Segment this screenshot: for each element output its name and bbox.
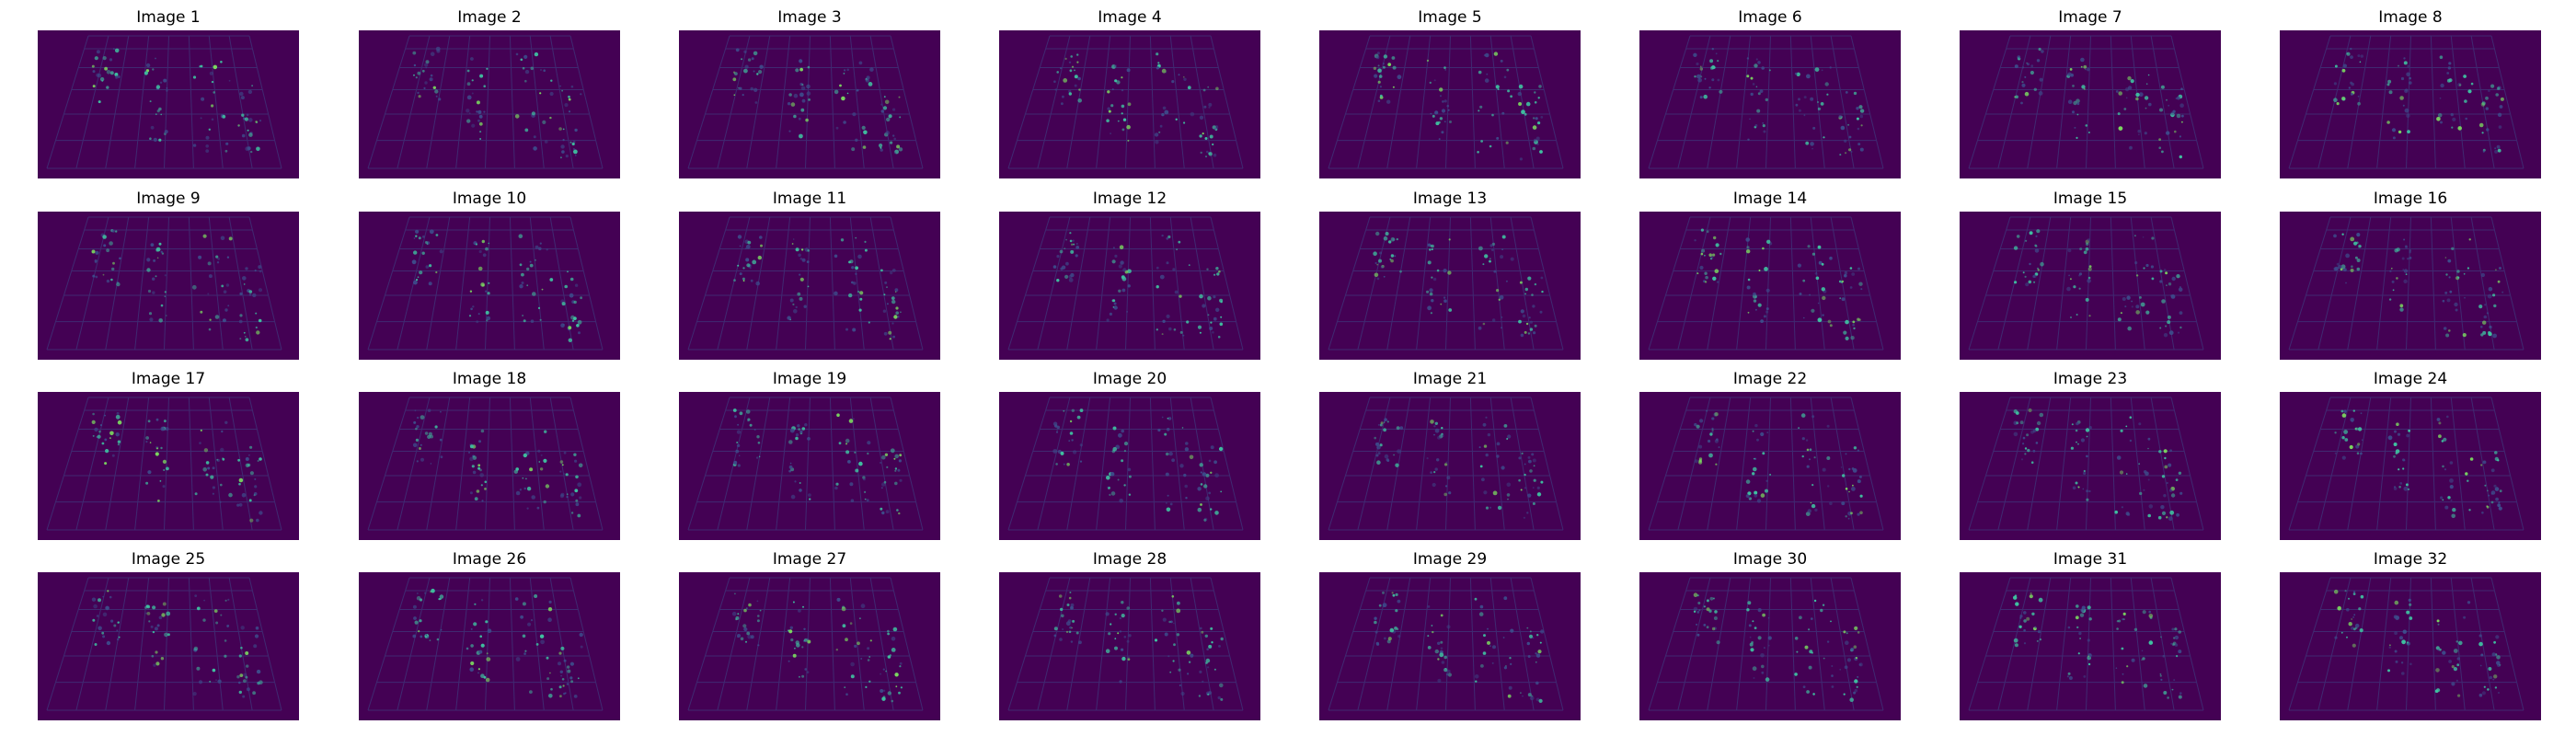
image-cell: Image 26 bbox=[359, 549, 620, 724]
heatmap-image bbox=[1319, 572, 1581, 720]
image-cell: Image 13 bbox=[1319, 189, 1581, 363]
heatmap-image bbox=[359, 572, 620, 720]
image-title: Image 21 bbox=[1412, 370, 1488, 388]
heatmap-image bbox=[679, 212, 940, 360]
heatmap-image bbox=[1960, 30, 2221, 178]
image-title: Image 25 bbox=[131, 550, 206, 569]
image-title: Image 13 bbox=[1412, 190, 1488, 208]
image-cell: Image 18 bbox=[359, 369, 620, 544]
heatmap-image bbox=[1960, 212, 2221, 360]
image-title: Image 17 bbox=[131, 370, 206, 388]
heatmap-image bbox=[679, 30, 940, 178]
image-title: Image 10 bbox=[452, 190, 527, 208]
heatmap-image bbox=[38, 212, 299, 360]
heatmap-image bbox=[999, 212, 1260, 360]
heatmap-image bbox=[1960, 392, 2221, 540]
heatmap-image bbox=[1319, 392, 1581, 540]
heatmap-image bbox=[1319, 212, 1581, 360]
image-cell: Image 28 bbox=[999, 549, 1260, 724]
image-cell: Image 4 bbox=[999, 7, 1260, 182]
heatmap-image bbox=[359, 212, 620, 360]
image-cell: Image 9 bbox=[38, 189, 299, 363]
image-cell: Image 11 bbox=[679, 189, 940, 363]
image-cell: Image 25 bbox=[38, 549, 299, 724]
image-title: Image 11 bbox=[772, 190, 847, 208]
heatmap-image bbox=[1960, 572, 2221, 720]
image-cell: Image 31 bbox=[1960, 549, 2221, 724]
image-cell: Image 24 bbox=[2280, 369, 2541, 544]
heatmap-image bbox=[1639, 30, 1901, 178]
image-title: Image 5 bbox=[1418, 8, 1482, 27]
image-cell: Image 23 bbox=[1960, 369, 2221, 544]
image-cell: Image 21 bbox=[1319, 369, 1581, 544]
image-cell: Image 1 bbox=[38, 7, 299, 182]
image-cell: Image 16 bbox=[2280, 189, 2541, 363]
image-title: Image 8 bbox=[2378, 8, 2443, 27]
heatmap-image bbox=[679, 572, 940, 720]
image-cell: Image 12 bbox=[999, 189, 1260, 363]
heatmap-image bbox=[2280, 212, 2541, 360]
image-cell: Image 2 bbox=[359, 7, 620, 182]
heatmap-image bbox=[999, 30, 1260, 178]
image-title: Image 24 bbox=[2373, 370, 2448, 388]
image-cell: Image 8 bbox=[2280, 7, 2541, 182]
image-cell: Image 3 bbox=[679, 7, 940, 182]
image-title: Image 20 bbox=[1092, 370, 1167, 388]
image-cell: Image 29 bbox=[1319, 549, 1581, 724]
image-title: Image 12 bbox=[1092, 190, 1167, 208]
heatmap-image bbox=[2280, 30, 2541, 178]
heatmap-image bbox=[1639, 212, 1901, 360]
image-title: Image 16 bbox=[2373, 190, 2448, 208]
image-title: Image 22 bbox=[1732, 370, 1808, 388]
image-title: Image 2 bbox=[457, 8, 522, 27]
image-cell: Image 17 bbox=[38, 369, 299, 544]
image-title: Image 14 bbox=[1732, 190, 1808, 208]
image-cell: Image 14 bbox=[1639, 189, 1901, 363]
heatmap-image bbox=[38, 30, 299, 178]
image-cell: Image 30 bbox=[1639, 549, 1901, 724]
image-cell: Image 22 bbox=[1639, 369, 1901, 544]
image-title: Image 27 bbox=[772, 550, 847, 569]
image-title: Image 1 bbox=[136, 8, 201, 27]
image-title: Image 26 bbox=[452, 550, 527, 569]
heatmap-image bbox=[359, 392, 620, 540]
image-title: Image 32 bbox=[2373, 550, 2448, 569]
heatmap-image bbox=[38, 392, 299, 540]
image-title: Image 3 bbox=[777, 8, 842, 27]
heatmap-image bbox=[359, 30, 620, 178]
heatmap-image bbox=[1639, 572, 1901, 720]
image-title: Image 19 bbox=[772, 370, 847, 388]
image-title: Image 31 bbox=[2053, 550, 2128, 569]
image-title: Image 30 bbox=[1732, 550, 1808, 569]
image-cell: Image 5 bbox=[1319, 7, 1581, 182]
image-title: Image 7 bbox=[2058, 8, 2122, 27]
image-cell: Image 15 bbox=[1960, 189, 2221, 363]
heatmap-image bbox=[1319, 30, 1581, 178]
heatmap-image bbox=[2280, 572, 2541, 720]
image-title: Image 4 bbox=[1098, 8, 1162, 27]
image-cell: Image 32 bbox=[2280, 549, 2541, 724]
image-cell: Image 7 bbox=[1960, 7, 2221, 182]
image-title: Image 15 bbox=[2053, 190, 2128, 208]
image-title: Image 18 bbox=[452, 370, 527, 388]
image-cell: Image 6 bbox=[1639, 7, 1901, 182]
heatmap-image bbox=[999, 392, 1260, 540]
heatmap-image bbox=[38, 572, 299, 720]
heatmap-image bbox=[2280, 392, 2541, 540]
image-cell: Image 19 bbox=[679, 369, 940, 544]
image-cell: Image 27 bbox=[679, 549, 940, 724]
image-cell: Image 10 bbox=[359, 189, 620, 363]
image-title: Image 28 bbox=[1092, 550, 1167, 569]
image-cell: Image 20 bbox=[999, 369, 1260, 544]
image-title: Image 6 bbox=[1738, 8, 1802, 27]
heatmap-image bbox=[999, 572, 1260, 720]
image-title: Image 23 bbox=[2053, 370, 2128, 388]
image-title: Image 29 bbox=[1412, 550, 1488, 569]
heatmap-image bbox=[1639, 392, 1901, 540]
image-title: Image 9 bbox=[136, 190, 201, 208]
heatmap-image bbox=[679, 392, 940, 540]
